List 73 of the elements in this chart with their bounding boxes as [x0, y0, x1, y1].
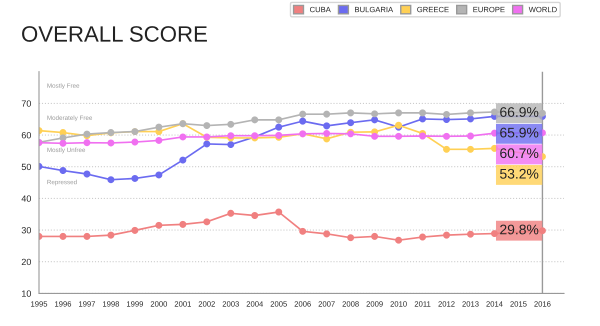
point	[203, 140, 210, 148]
y-tick-label: 70	[22, 100, 32, 107]
point	[467, 146, 474, 153]
point	[227, 120, 234, 128]
point	[251, 116, 258, 124]
point	[131, 174, 138, 182]
y-tick-label: 40	[22, 195, 32, 202]
point	[107, 232, 114, 239]
point	[131, 226, 138, 234]
point	[419, 132, 426, 140]
point	[299, 110, 306, 118]
y-tick-label: 60	[22, 132, 32, 138]
point	[467, 115, 474, 122]
point	[443, 111, 450, 118]
point	[419, 115, 426, 122]
data-label: 66.9%	[500, 107, 538, 117]
point	[347, 109, 354, 116]
point	[371, 232, 378, 240]
point	[299, 118, 306, 125]
point	[371, 110, 378, 118]
point	[227, 210, 234, 217]
point	[203, 218, 210, 226]
point	[347, 119, 354, 126]
point	[179, 156, 186, 164]
point	[467, 230, 474, 238]
point	[179, 133, 186, 140]
point	[395, 236, 402, 244]
point	[371, 132, 378, 140]
point	[60, 232, 66, 240]
data-label: 29.8%	[500, 224, 538, 234]
point	[60, 167, 66, 174]
point	[275, 116, 282, 124]
point	[155, 124, 162, 131]
point	[323, 230, 330, 238]
point	[395, 109, 402, 116]
point	[419, 109, 426, 116]
data-label: 60.7%	[500, 148, 538, 158]
data-label: 65.9%	[500, 128, 538, 138]
point	[299, 228, 306, 235]
y-tick-label: 50	[22, 164, 32, 170]
point	[323, 130, 330, 137]
point	[131, 138, 138, 146]
point	[323, 110, 330, 118]
point	[467, 132, 474, 140]
y-tick-label: 10	[22, 290, 32, 297]
point	[275, 208, 282, 216]
point	[251, 212, 258, 219]
point	[203, 122, 210, 130]
point	[419, 234, 426, 241]
point	[83, 170, 90, 178]
point	[227, 141, 234, 148]
point	[443, 146, 450, 153]
point	[275, 124, 282, 131]
point	[179, 220, 186, 228]
point	[83, 139, 90, 146]
point	[371, 116, 378, 124]
y-tick-label: 30	[22, 227, 32, 234]
y-tick-label: 20	[22, 258, 32, 266]
point	[155, 171, 162, 178]
point	[347, 234, 354, 242]
point	[83, 232, 90, 240]
point	[395, 132, 402, 140]
point	[467, 109, 474, 116]
point	[323, 122, 330, 130]
chart-title: OVERALL SCORE	[22, 26, 207, 42]
point	[443, 132, 450, 140]
point	[155, 222, 162, 229]
point	[107, 140, 114, 146]
data-label: 53.2%	[500, 168, 538, 179]
point	[107, 176, 114, 184]
point	[60, 140, 66, 147]
point	[443, 232, 450, 239]
point	[155, 136, 162, 144]
